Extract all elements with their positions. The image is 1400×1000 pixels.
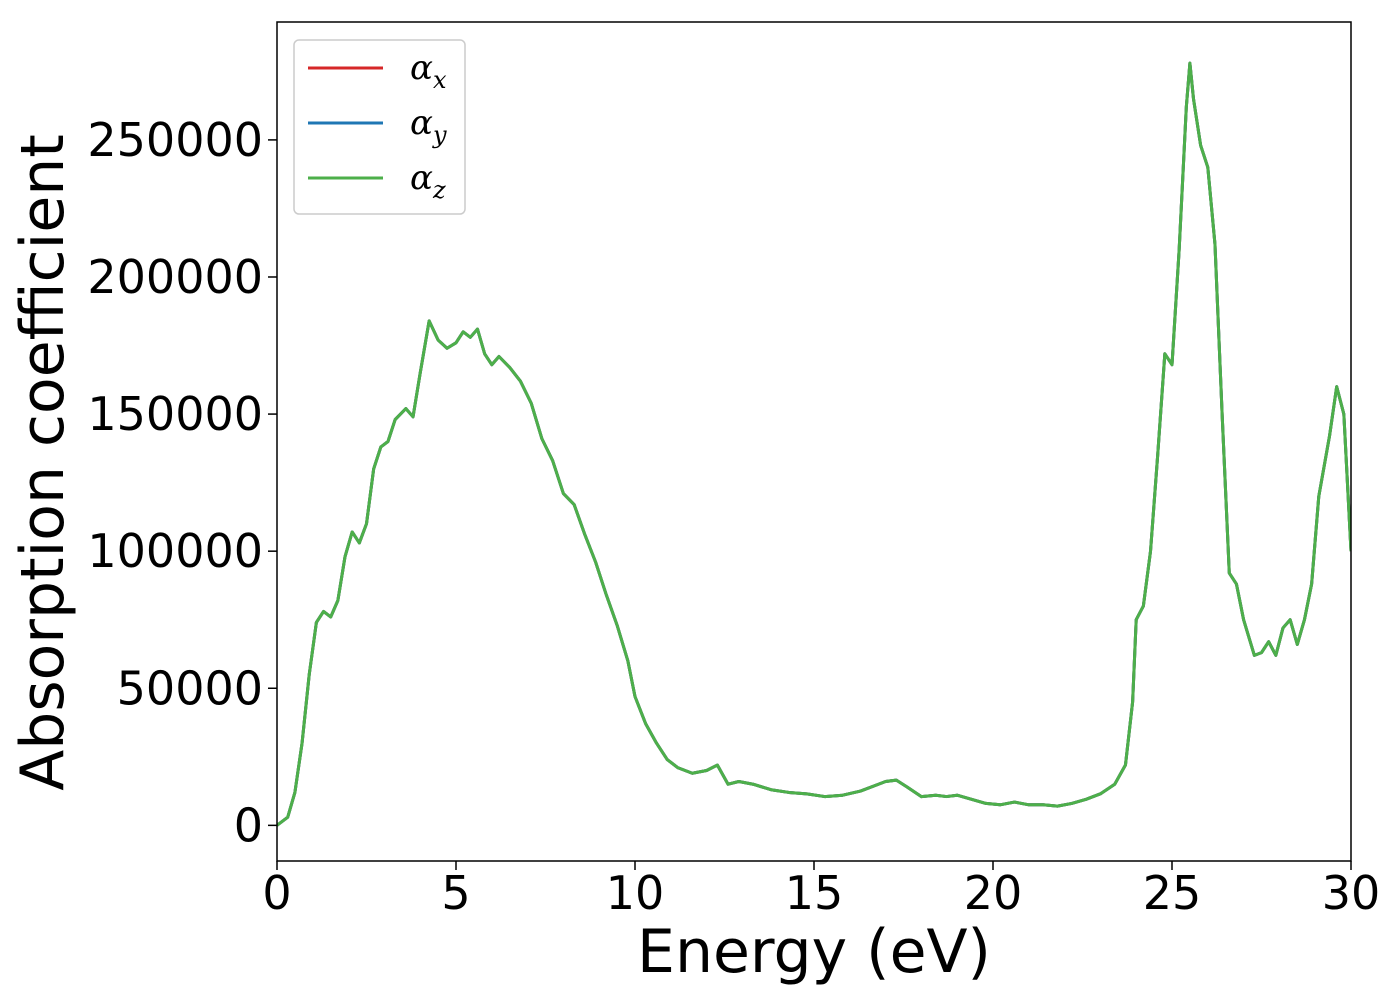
y-axis-title: Absorption coefficient: [8, 134, 78, 791]
y-tick-label: 100000: [87, 524, 263, 578]
x-tick-label: 5: [441, 866, 470, 920]
x-tick-label: 15: [785, 866, 844, 920]
x-tick-label: 20: [964, 866, 1023, 920]
legend-subscript-alpha_y: y: [432, 121, 447, 149]
series-line-alpha_z: [277, 61, 1351, 827]
y-tick-label: 50000: [117, 661, 263, 715]
legend-subscript-alpha_x: x: [433, 66, 447, 94]
x-tick-label: 10: [606, 866, 665, 920]
x-axis-title: Energy (eV): [637, 917, 991, 987]
x-tick-label: 0: [262, 866, 291, 920]
x-tick-label: 30: [1322, 866, 1381, 920]
y-tick-label: 0: [234, 798, 263, 852]
x-tick-label: 25: [1143, 866, 1202, 920]
legend-subscript-alpha_z: z: [432, 176, 446, 204]
y-tick-label: 250000: [87, 113, 263, 167]
y-tick-label: 200000: [87, 250, 263, 304]
axis-ticks: 0 5 10 15 20 25 30 0 50000 100000 150000 200000 2500…: [87, 113, 1380, 920]
y-tick-label: 150000: [87, 387, 263, 441]
legend-box: [293, 39, 466, 215]
plot-area: [277, 61, 1351, 827]
